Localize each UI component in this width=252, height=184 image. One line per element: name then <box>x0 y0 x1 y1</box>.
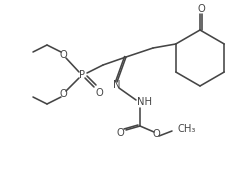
Text: NH: NH <box>137 97 151 107</box>
Text: O: O <box>152 129 160 139</box>
Text: CH₃: CH₃ <box>178 124 196 134</box>
Text: P: P <box>79 70 85 80</box>
Text: O: O <box>59 89 67 99</box>
Text: N: N <box>113 80 121 90</box>
Text: O: O <box>95 88 103 98</box>
Text: O: O <box>59 50 67 60</box>
Text: O: O <box>116 128 124 138</box>
Text: O: O <box>197 4 205 14</box>
